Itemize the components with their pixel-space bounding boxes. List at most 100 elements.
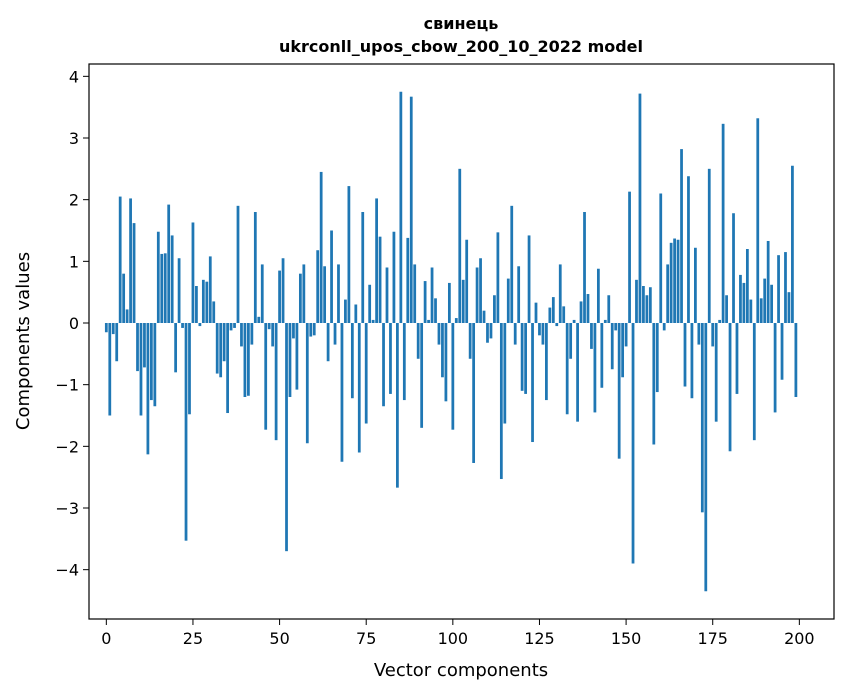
bar	[181, 323, 184, 328]
bar	[309, 323, 313, 337]
bar	[520, 323, 524, 391]
bar	[645, 295, 649, 323]
bar	[368, 284, 372, 323]
bar	[482, 310, 486, 323]
bar	[198, 323, 202, 327]
x-tick-label: 150	[611, 629, 642, 648]
bar	[590, 323, 593, 349]
bar	[593, 323, 597, 413]
bar	[229, 323, 233, 331]
bar	[333, 323, 337, 345]
bar	[174, 323, 178, 373]
bar	[285, 323, 288, 552]
bar	[711, 323, 715, 347]
bar	[413, 264, 417, 323]
bar	[430, 267, 434, 323]
bar	[118, 196, 122, 323]
bar	[260, 264, 264, 323]
bar	[201, 279, 205, 323]
bar	[402, 323, 406, 401]
bar	[596, 268, 600, 323]
bar	[666, 264, 670, 323]
bar	[281, 258, 285, 323]
y-axis-ticks: −4 −3 −2 −1 0 1 2 3 4	[55, 67, 89, 580]
bar	[364, 323, 368, 424]
bar	[586, 294, 590, 323]
bar	[399, 91, 403, 323]
bar	[205, 281, 209, 323]
bar	[718, 319, 722, 323]
bar	[694, 247, 697, 323]
x-tick-label: 200	[784, 629, 815, 648]
bar	[319, 171, 323, 323]
bar	[638, 93, 642, 323]
bar	[472, 323, 476, 463]
bar	[787, 292, 791, 323]
bar	[454, 318, 458, 323]
bar	[257, 316, 261, 323]
bar	[278, 270, 281, 323]
bar	[243, 323, 247, 397]
bar	[132, 223, 136, 323]
bar	[662, 323, 666, 331]
bar	[247, 323, 250, 396]
bar	[676, 239, 680, 323]
bar	[707, 168, 711, 323]
bar	[350, 323, 354, 399]
bar	[389, 323, 392, 394]
bar	[756, 118, 760, 324]
bar	[222, 323, 226, 362]
y-tick-label: 4	[69, 67, 79, 86]
bar	[617, 323, 621, 459]
bar	[167, 204, 171, 323]
bar	[191, 222, 195, 323]
bar	[271, 323, 275, 347]
x-tick-label: 50	[269, 629, 289, 648]
bar	[323, 266, 327, 323]
bar	[513, 323, 517, 345]
y-tick-label: −3	[55, 499, 79, 518]
bar	[562, 306, 566, 323]
bar	[104, 323, 108, 333]
bar	[267, 323, 271, 330]
bar	[493, 295, 496, 323]
y-tick-label: 1	[69, 252, 79, 271]
bar	[603, 319, 607, 323]
bar	[298, 273, 302, 323]
bar	[635, 279, 638, 323]
bar	[240, 323, 243, 347]
bar	[652, 323, 656, 445]
bar	[184, 323, 188, 541]
bar	[538, 323, 541, 336]
bar	[385, 267, 389, 323]
bar	[704, 323, 708, 592]
bar	[163, 253, 167, 323]
bar	[628, 191, 631, 323]
bar	[347, 186, 351, 323]
bar	[316, 250, 320, 323]
bar	[600, 323, 604, 388]
bar	[496, 232, 500, 323]
bar	[545, 323, 548, 401]
x-tick-label: 75	[356, 629, 376, 648]
bar	[423, 281, 427, 323]
bar	[129, 198, 132, 323]
bar	[139, 323, 143, 416]
bar	[683, 323, 687, 387]
bar	[489, 323, 493, 339]
bar	[773, 323, 777, 413]
bar	[406, 237, 410, 323]
bar	[264, 323, 268, 430]
bar	[576, 323, 579, 422]
bar	[396, 323, 399, 488]
bar	[624, 323, 628, 347]
bar	[444, 323, 448, 402]
bar	[250, 323, 254, 345]
bar	[361, 212, 365, 323]
bar	[326, 323, 330, 362]
bar	[517, 266, 521, 323]
bar	[739, 274, 742, 323]
bar	[236, 205, 240, 323]
